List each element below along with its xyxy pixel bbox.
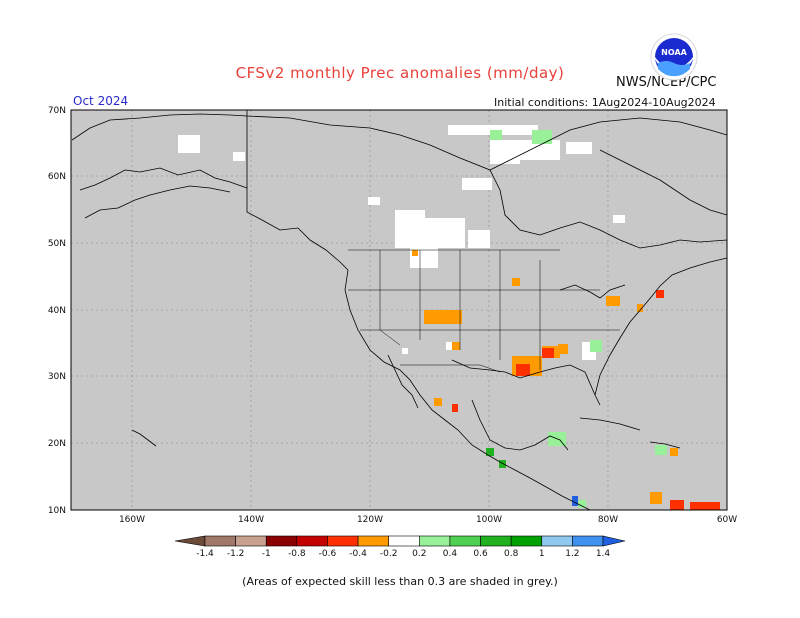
colorbar-label: -1 (262, 549, 271, 559)
footnote: (Areas of expected skill less than 0.3 a… (242, 575, 558, 588)
colorbar-swatch (327, 535, 359, 547)
colorbar-label: -0.8 (288, 549, 306, 559)
noaa-logo: NOAA (650, 33, 698, 81)
colorbar-label: -1.4 (196, 549, 214, 559)
colorbar-swatch (235, 535, 267, 547)
colorbar-arrow-left (174, 535, 206, 547)
lon-label: 80W (598, 515, 618, 525)
colorbar-label: 0.4 (443, 549, 458, 559)
lon-label: 100W (476, 515, 502, 525)
lat-label: 70N (48, 106, 66, 116)
coastlines (71, 110, 728, 511)
strong-positive-anomaly-patches (486, 448, 506, 468)
lat-label: 30N (48, 372, 66, 382)
longitude-labels: 160W 140W 120W 100W 80W 60W (119, 515, 737, 525)
lat-label: 20N (48, 439, 66, 449)
near-zero-anomaly-patches (178, 125, 625, 360)
lat-label: 60N (48, 172, 66, 182)
colorbar-swatch (572, 535, 604, 547)
positive-anomaly-patches (490, 130, 667, 508)
logo-text: NOAA (661, 48, 687, 57)
colorbar-label: 0.6 (473, 549, 488, 559)
lat-label: 10N (48, 506, 66, 516)
colorbar-swatch (357, 535, 389, 547)
wet-anomaly-patch (572, 496, 578, 506)
colorbar-label: -0.4 (349, 549, 367, 559)
colorbar-label: 1.2 (565, 549, 579, 559)
colorbar-swatch (449, 535, 481, 547)
lat-label: 40N (48, 306, 66, 316)
lon-label: 160W (119, 515, 145, 525)
colorbar-swatch (204, 535, 236, 547)
colorbar-swatch (388, 535, 420, 547)
colorbar-label: 0.8 (504, 549, 519, 559)
political-borders (348, 249, 620, 373)
lon-label: 120W (357, 515, 383, 525)
colorbar-swatch (265, 535, 298, 547)
colorbar-label: 0.2 (412, 549, 426, 559)
colorbar-swatch (541, 535, 573, 547)
colorbar-label: -0.2 (380, 549, 398, 559)
strong-negative-anomaly-patches (452, 290, 720, 510)
map-plot-area (71, 110, 727, 510)
latitude-labels: 70N 60N 50N 40N 30N 20N 10N (48, 106, 66, 516)
lon-label: 60W (717, 515, 737, 525)
colorbar-label: 1.4 (596, 549, 611, 559)
agency-label: NWS/NCEP/CPC (616, 75, 717, 90)
lat-label: 50N (48, 239, 66, 249)
colorbar-label: 1 (539, 549, 545, 559)
lon-label: 140W (238, 515, 264, 525)
map-grid (71, 110, 727, 510)
initial-conditions: Initial conditions: 1Aug2024-10Aug2024 (494, 96, 716, 109)
colorbar-swatch (480, 535, 512, 547)
map-title: CFSv2 monthly Prec anomalies (mm/day) (235, 64, 565, 82)
colorbar-label: -1.2 (227, 549, 245, 559)
colorbar-swatch (510, 535, 543, 547)
colorbar: -1.4 -1.2 -1 -0.8 -0.6 -0.4 -0.2 0.2 0.4 0.6 0.8 1 1… (174, 535, 626, 559)
forecast-month: Oct 2024 (73, 94, 129, 108)
colorbar-swatch (296, 535, 328, 547)
colorbar-label: -0.6 (319, 549, 337, 559)
map-frame (70, 109, 728, 511)
colorbar-arrow-right (602, 535, 626, 547)
colorbar-swatch (419, 535, 451, 547)
